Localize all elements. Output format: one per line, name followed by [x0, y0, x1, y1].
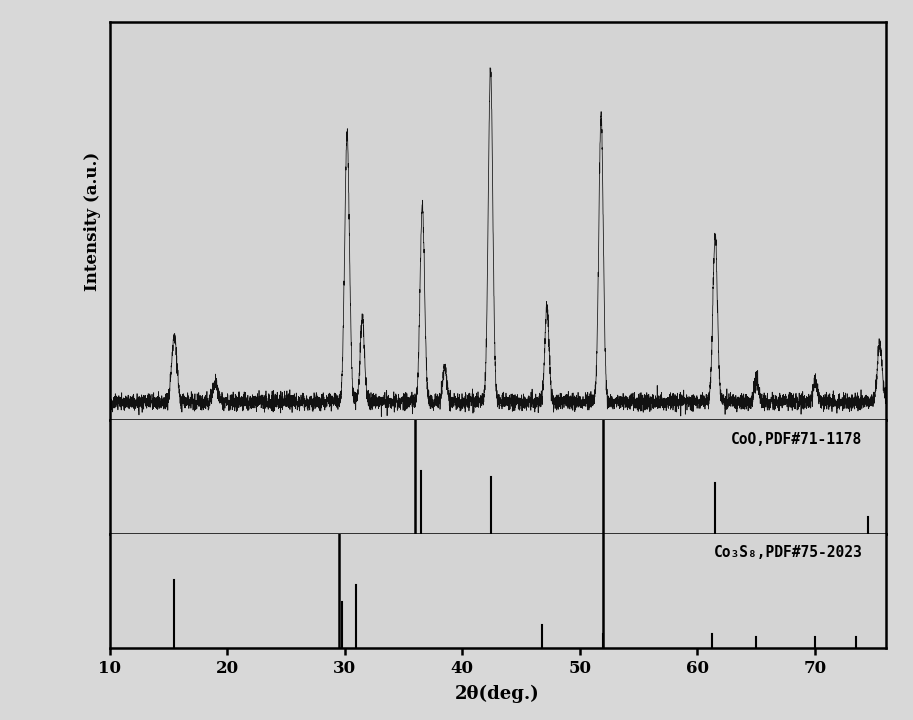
Y-axis label: Intensity (a.u.): Intensity (a.u.)	[84, 151, 101, 291]
Text: CoO,PDF#71-1178: CoO,PDF#71-1178	[731, 431, 862, 446]
Text: Co₃S₈,PDF#75-2023: Co₃S₈,PDF#75-2023	[714, 546, 862, 560]
X-axis label: 2θ(deg.): 2θ(deg.)	[456, 685, 540, 703]
